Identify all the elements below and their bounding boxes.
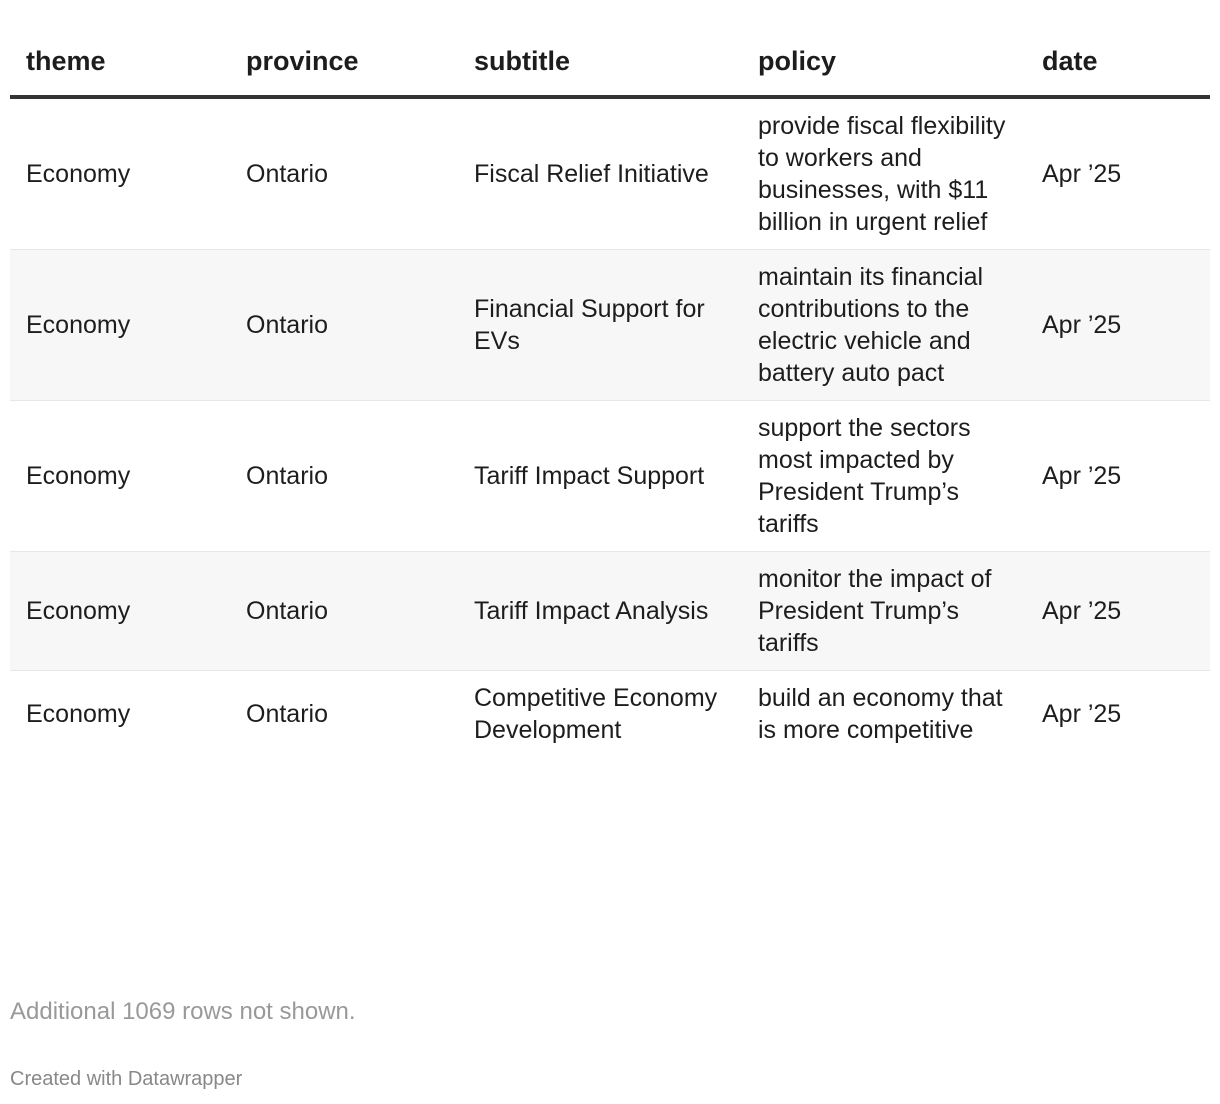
- cell-subtitle: Fiscal Relief Initiative: [458, 97, 742, 250]
- rows-not-shown-note: Additional 1069 rows not shown.: [10, 998, 356, 1025]
- cell-subtitle: Tariff Impact Support: [458, 400, 742, 552]
- table-row: Economy Ontario Tariff Impact Analysis moni…: [10, 551, 1210, 671]
- column-header-theme[interactable]: theme: [10, 30, 230, 99]
- header-row: theme province subtitle policy date: [10, 30, 1210, 99]
- column-header-policy[interactable]: policy: [742, 30, 1026, 99]
- column-header-province[interactable]: province: [230, 30, 458, 99]
- cell-theme: Economy: [10, 97, 230, 250]
- cell-province: Ontario: [246, 700, 328, 728]
- cell-subtitle: Competitive Economy Development: [474, 684, 718, 744]
- table-row: Economy Ontario Fiscal Relief Initiative pr…: [10, 97, 1210, 250]
- cell-policy: monitor the impact of President Trump’s …: [742, 551, 1026, 671]
- cell-policy: provide fiscal flexibility to workers an…: [742, 97, 1026, 250]
- cell-theme: Economy: [10, 249, 230, 401]
- cell-province: Ontario: [230, 400, 458, 552]
- cell-subtitle: Financial Support for EVs: [458, 249, 742, 401]
- column-header-subtitle[interactable]: subtitle: [458, 30, 742, 99]
- data-table: theme province subtitle policy date Econ…: [10, 30, 1210, 757]
- table-row: Economy Ontario Competitive Economy Develo…: [10, 671, 1210, 758]
- cell-date: Apr ’25: [1026, 249, 1210, 401]
- cell-policy: build an economy that is more competitiv…: [758, 684, 1003, 744]
- cell-province: Ontario: [230, 551, 458, 671]
- table-row: Economy Ontario Tariff Impact Support suppo…: [10, 400, 1210, 552]
- cell-theme: Economy: [10, 400, 230, 552]
- cell-date: Apr ’25: [1026, 97, 1210, 250]
- cell-date: Apr ’25: [1042, 700, 1122, 728]
- cell-province: Ontario: [230, 97, 458, 250]
- cell-policy: maintain its financial contributions to …: [742, 249, 1026, 401]
- cell-date: Apr ’25: [1026, 400, 1210, 552]
- column-header-date[interactable]: date: [1026, 30, 1210, 99]
- cell-subtitle: Tariff Impact Analysis: [458, 551, 742, 671]
- table-row: Economy Ontario Financial Support for EVs m…: [10, 249, 1210, 401]
- cell-theme: Economy: [26, 700, 131, 728]
- datawrapper-credit[interactable]: Created with Datawrapper: [10, 1068, 243, 1090]
- cell-policy: support the sectors most impacted by Pre…: [742, 400, 1026, 552]
- cell-theme: Economy: [10, 551, 230, 671]
- cell-date: Apr ’25: [1026, 551, 1210, 671]
- cell-province: Ontario: [230, 249, 458, 401]
